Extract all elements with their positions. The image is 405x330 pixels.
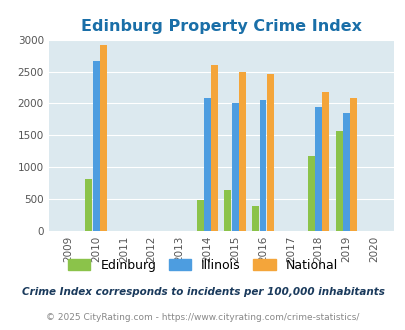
- Bar: [335, 131, 342, 231]
- Bar: [224, 189, 231, 231]
- Bar: [100, 45, 107, 231]
- Legend: Edinburg, Illinois, National: Edinburg, Illinois, National: [64, 255, 341, 276]
- Bar: [203, 98, 210, 231]
- Bar: [85, 179, 92, 231]
- Bar: [314, 107, 321, 231]
- Bar: [196, 200, 203, 231]
- Bar: [307, 156, 314, 231]
- Bar: [350, 98, 356, 231]
- Bar: [259, 100, 266, 231]
- Bar: [342, 113, 349, 231]
- Bar: [211, 65, 217, 231]
- Bar: [266, 74, 273, 231]
- Bar: [92, 61, 99, 231]
- Bar: [231, 103, 238, 231]
- Title: Edinburg Property Crime Index: Edinburg Property Crime Index: [81, 19, 361, 34]
- Bar: [322, 92, 328, 231]
- Text: Crime Index corresponds to incidents per 100,000 inhabitants: Crime Index corresponds to incidents per…: [21, 287, 384, 297]
- Bar: [252, 206, 259, 231]
- Text: © 2025 CityRating.com - https://www.cityrating.com/crime-statistics/: © 2025 CityRating.com - https://www.city…: [46, 313, 359, 322]
- Bar: [239, 72, 245, 231]
